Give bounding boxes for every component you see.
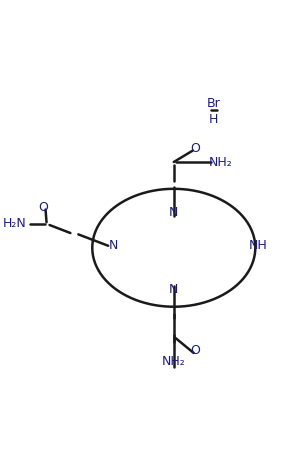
Text: O: O	[191, 142, 201, 155]
Text: N: N	[169, 283, 178, 296]
Text: N: N	[108, 239, 118, 252]
Text: H₂N: H₂N	[3, 217, 27, 230]
Text: NH₂: NH₂	[209, 156, 232, 168]
Text: O: O	[191, 345, 201, 357]
Text: NH₂: NH₂	[162, 355, 186, 368]
Text: N: N	[169, 206, 178, 219]
Text: O: O	[39, 201, 48, 214]
Text: Br: Br	[207, 97, 220, 109]
Text: NH: NH	[249, 239, 268, 252]
Text: H: H	[209, 113, 218, 126]
